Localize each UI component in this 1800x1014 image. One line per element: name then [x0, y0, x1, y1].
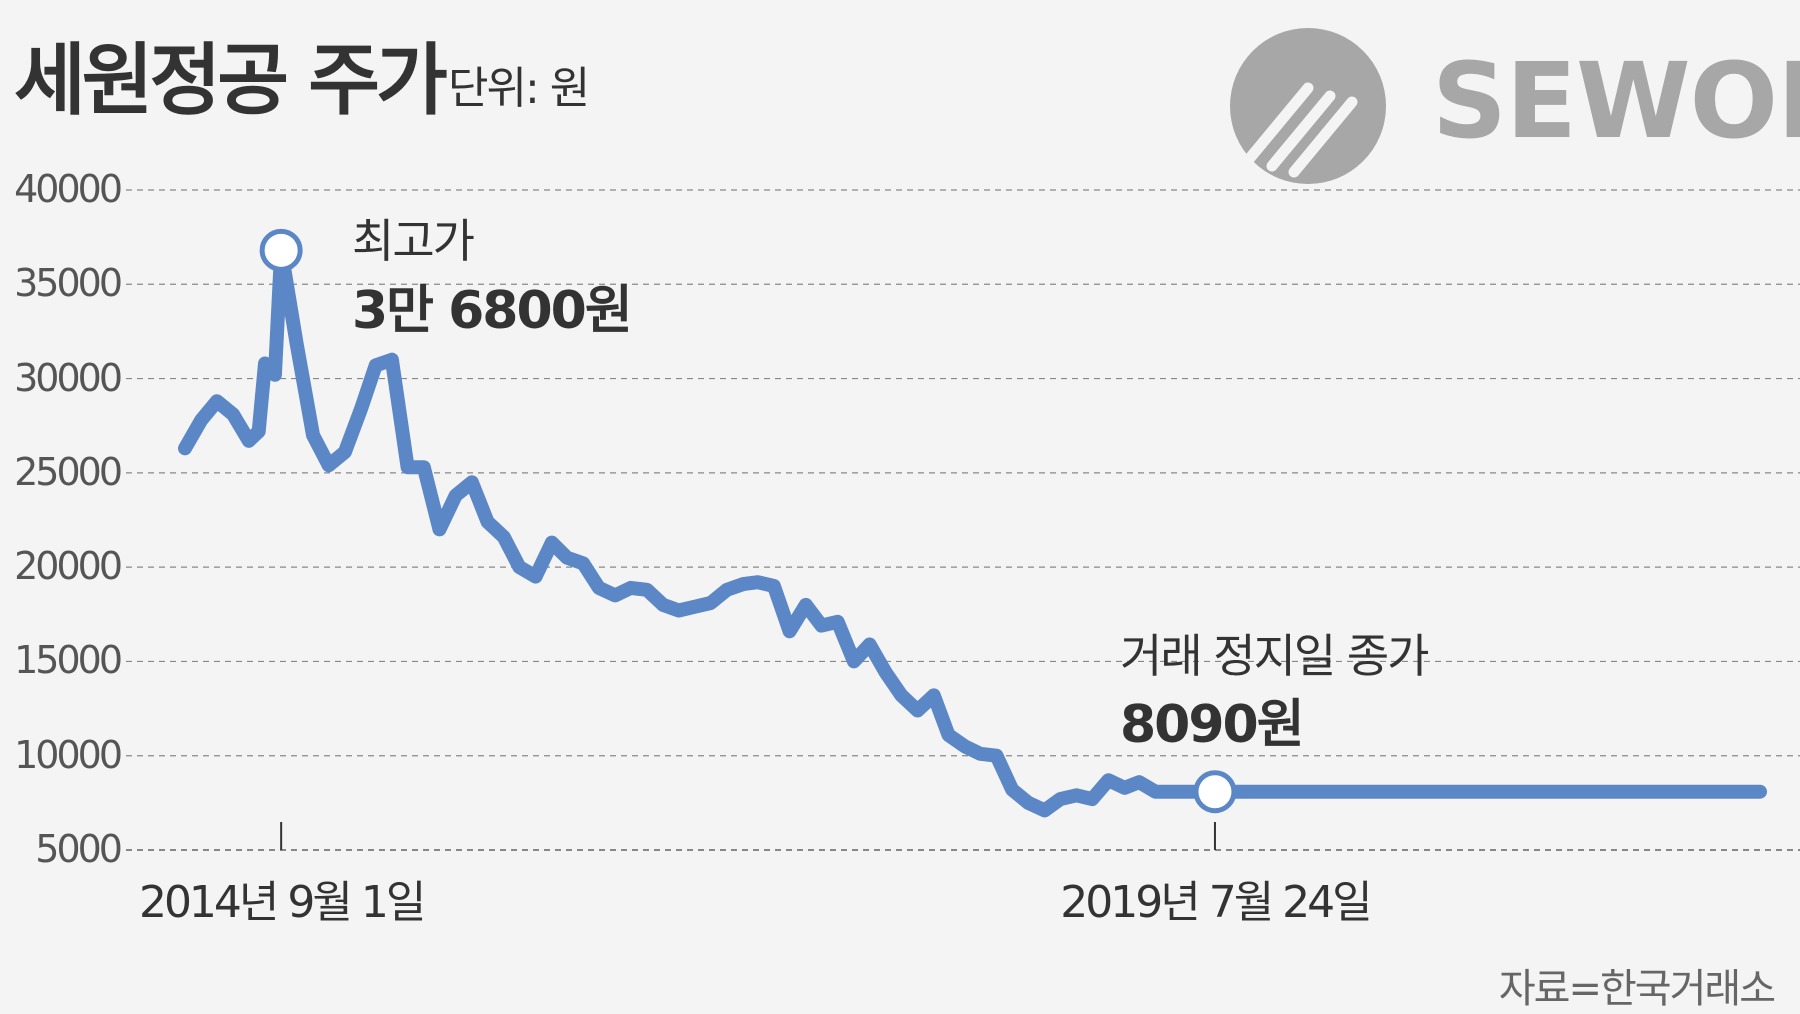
price-line [178, 243, 1767, 818]
sewon-logo-icon [1230, 28, 1386, 184]
x-tick-label-start: 2014년 9월 1일 [138, 877, 426, 928]
x-tick-label-halt: 2019년 7월 24일 [1060, 877, 1372, 928]
halt-marker [1193, 770, 1237, 814]
source-note: 자료=한국거래소 [1498, 966, 1776, 1012]
halt-annotation-value: 8090원 [1120, 695, 1305, 755]
peak-annotation-value: 3만 6800원 [352, 281, 633, 341]
unit-label: 단위: 원 [448, 63, 590, 114]
y-tick-label: 35000 [14, 261, 123, 306]
y-tick-label: 30000 [14, 355, 123, 400]
y-tick-label: 10000 [14, 732, 123, 777]
y-tick-label: 20000 [14, 544, 123, 589]
chart-title: 세원정공 주가 [14, 36, 448, 126]
y-tick-label: 5000 [35, 827, 123, 871]
sewon-logo-text: SEWON [1432, 40, 1800, 162]
highlight-markers [259, 228, 1237, 814]
halt-annotation-label: 거래 정지일 종가 [1120, 629, 1429, 683]
peak-annotation-label: 최고가 [352, 214, 475, 268]
peak-marker [259, 228, 303, 272]
x-tick-marks [280, 822, 1216, 850]
y-tick-label: 40000 [14, 167, 123, 211]
y-tick-label: 15000 [14, 638, 123, 683]
y-tick-label: 25000 [14, 449, 123, 494]
